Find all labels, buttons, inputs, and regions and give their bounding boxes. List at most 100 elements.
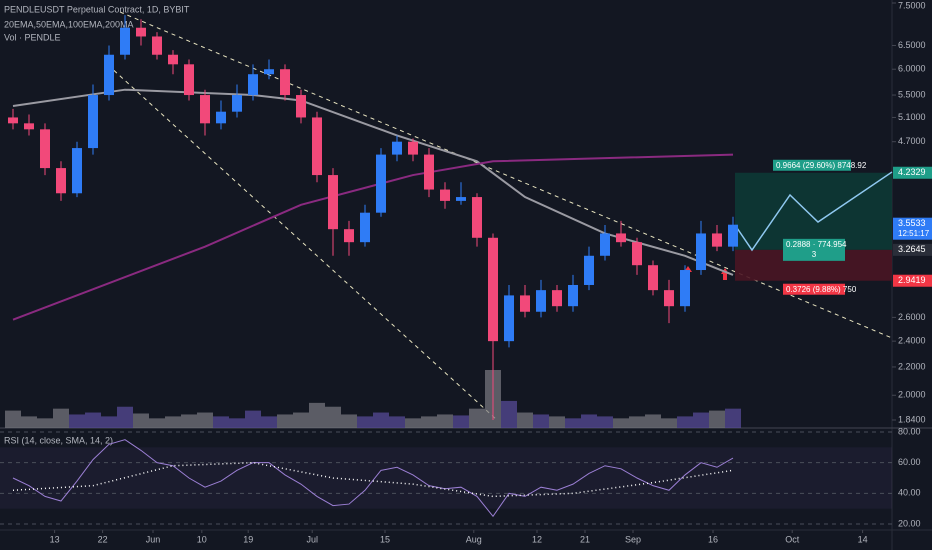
volume-bar [597,416,613,428]
entry-price: 3.2645 [898,244,926,254]
candle-body [56,168,66,194]
candle-body [664,290,674,307]
x-tick-label: 15 [380,534,390,544]
volume-bar [709,410,725,428]
candle-body [536,290,546,312]
candle-body [632,242,642,266]
rsi-band [0,447,892,509]
candle-body [344,229,354,243]
rsi-tick-label: 20.00 [898,518,921,528]
y-tick-label: 2.6000 [898,312,926,322]
candle-body [728,224,738,247]
trendline [119,11,893,339]
candle-body [472,197,482,238]
candle-body [456,197,466,201]
candle-body [600,233,610,256]
x-tick-label: 10 [197,534,207,544]
candle-body [72,148,82,194]
stop-price: 2.9419 [898,275,926,285]
indicators-label: 20EMA,50EMA,100EMA,200MA [4,19,134,29]
candle-body [200,95,210,124]
volume-bar [341,414,357,428]
y-tick-label: 7.5000 [898,0,926,10]
y-tick-label: 6.0000 [898,64,926,74]
candle-body [680,270,690,307]
volume-bar [197,412,213,428]
x-tick-label: 21 [580,534,590,544]
candle-body [328,175,338,230]
volume-bar [405,418,421,428]
candle-body [520,295,530,312]
volume-bar [581,414,597,428]
entry-label-bg [783,238,845,261]
volume-bar [533,414,549,428]
candle-body [104,54,114,96]
rsi-sma [12,461,734,498]
volume-bar [5,410,21,428]
stop-label: 0.3726 (9.88%) 750 [786,285,857,294]
volume-bar [133,413,149,428]
volume-bar [213,416,229,428]
volume-bar [373,412,389,428]
y-tick-label: 2.0000 [898,390,926,400]
x-tick-label: 16 [708,534,718,544]
volume-bar [421,416,437,428]
entry-qty: 3 [812,250,817,259]
candle-body [568,284,578,307]
volume-bar [101,416,117,428]
y-tick-label: 5.5000 [898,89,926,99]
candle-body [248,74,258,96]
candle-body [168,54,178,65]
candle-body [216,111,226,124]
candle-body [648,265,658,291]
moving-average [12,153,734,321]
volume-bar [309,402,325,428]
x-tick-label: 19 [243,534,253,544]
candle-body [696,233,706,271]
candle-body [264,69,274,75]
volume-bar [149,418,165,428]
x-tick-label: 22 [98,534,108,544]
volume-bar [677,416,693,428]
volume-bar [325,406,341,428]
volume-label: Vol · PENDLE [4,32,61,42]
candle-body [232,95,242,112]
candle-body [24,123,34,130]
volume-bar [549,416,565,428]
projection [736,171,893,252]
volume-bar [229,418,245,428]
candle-body [88,95,98,149]
rsi-tick-label: 80.00 [898,426,921,436]
y-tick-label: 4.7000 [898,136,926,146]
rsi-tick-label: 60.00 [898,457,921,467]
entry-label: 0.2888 · 774.954 [786,240,847,249]
volume-bar [85,412,101,428]
volume-bar [181,414,197,428]
candle-body [584,255,594,285]
candle-body [552,290,562,307]
volume-bar [693,412,709,428]
y-tick-label: 2.2000 [898,361,926,371]
rsi-line [12,439,734,518]
volume-bar [645,414,661,428]
volume-bar [53,408,69,428]
candle-body [712,233,722,247]
chart-title: PENDLEUSDT Perpetual Contract, 1D, BYBIT [4,4,190,14]
stop-label-bg [783,283,845,295]
candle-body [152,36,162,55]
target-price: 4.2329 [898,167,926,177]
rsi-tick-label: 40.00 [898,488,921,498]
last-price: 3.5533 [898,218,926,228]
volume-bar [613,418,629,428]
x-tick-label: Jun [146,534,161,544]
volume-bar [21,416,37,428]
candle-body [360,212,370,243]
volume-bar [517,412,533,428]
volume-bar [165,416,181,428]
candle-body [488,237,498,342]
volume-bar [469,408,485,428]
target-price-bg [893,166,932,179]
candle-body [312,117,322,176]
